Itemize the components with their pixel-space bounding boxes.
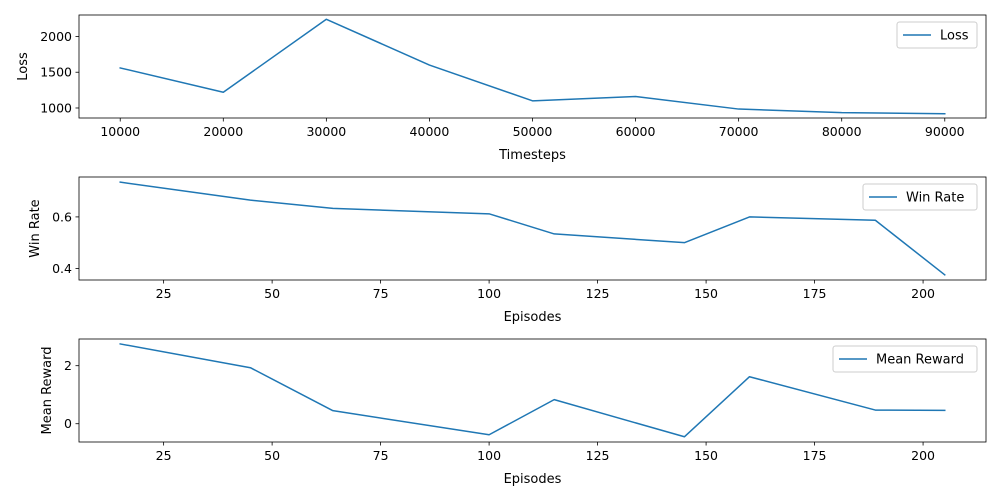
x-tick-label: 50 — [264, 286, 280, 301]
legend-label: Mean Reward — [876, 353, 964, 368]
x-tick-label: 150 — [694, 448, 718, 463]
axes-frame — [78, 338, 987, 443]
x-tick-label: 175 — [803, 448, 827, 463]
x-axis-label: Episodes — [504, 472, 562, 487]
x-axis-label: Episodes — [504, 310, 562, 325]
legend: Loss — [896, 21, 978, 49]
y-tick-label: 1000 — [40, 100, 72, 115]
legend: Mean Reward — [832, 345, 978, 373]
series-line-loss — [119, 18, 946, 115]
series-line-win-rate — [119, 181, 946, 276]
subplot-1: 10000 20000 30000 40000 50000 60000 70000 80000… — [16, 14, 987, 163]
y-tick-label: 1500 — [40, 65, 72, 80]
x-tick-label: 50 — [264, 448, 280, 463]
series-line-mean-reward — [119, 343, 946, 438]
x-tick-label: 125 — [586, 448, 610, 463]
x-tick-label: 90000 — [925, 124, 965, 139]
subplot-3: 25 50 75 100 125 150 175 200 0 2 Episodes Mean Rewa… — [40, 338, 987, 487]
y-tick-label: 0 — [64, 416, 72, 431]
x-tick-label: 75 — [373, 286, 389, 301]
legend-box — [862, 183, 978, 211]
x-tick-label: 20000 — [203, 124, 243, 139]
y-tick-label: 2 — [64, 358, 72, 373]
x-tick-label: 50000 — [513, 124, 553, 139]
x-tick-label: 10000 — [100, 124, 140, 139]
x-tick-label: 200 — [911, 286, 935, 301]
x-tick-label: 200 — [911, 448, 935, 463]
x-tick-label: 175 — [803, 286, 827, 301]
x-tick-label: 150 — [694, 286, 718, 301]
x-tick-label: 60000 — [616, 124, 656, 139]
legend-box — [832, 345, 978, 373]
subplot-2: 25 50 75 100 125 150 175 200 0.4 0.6 Episodes Win R… — [28, 176, 987, 325]
x-tick-label: 25 — [156, 448, 172, 463]
axes-frame — [78, 176, 987, 281]
x-tick-label: 80000 — [822, 124, 862, 139]
y-axis-label: Loss — [16, 52, 31, 81]
x-tick-label: 100 — [477, 448, 501, 463]
x-tick-label: 75 — [373, 448, 389, 463]
y-tick-label: 2000 — [40, 29, 72, 44]
legend: Win Rate — [862, 183, 978, 211]
axes-frame — [78, 14, 987, 119]
x-tick-label: 70000 — [719, 124, 759, 139]
x-tick-label: 30000 — [306, 124, 346, 139]
y-axis-label: Win Rate — [28, 199, 43, 257]
x-tick-label: 25 — [156, 286, 172, 301]
legend-box — [896, 21, 978, 49]
y-axis-label: Mean Reward — [40, 347, 55, 435]
x-tick-label: 40000 — [410, 124, 450, 139]
y-tick-label: 0.4 — [52, 261, 72, 276]
legend-label: Win Rate — [906, 191, 964, 206]
x-axis-label: Timesteps — [498, 148, 566, 163]
y-tick-label: 0.6 — [52, 209, 72, 224]
x-tick-label: 125 — [586, 286, 610, 301]
x-tick-label: 100 — [477, 286, 501, 301]
legend-label: Loss — [940, 29, 969, 44]
